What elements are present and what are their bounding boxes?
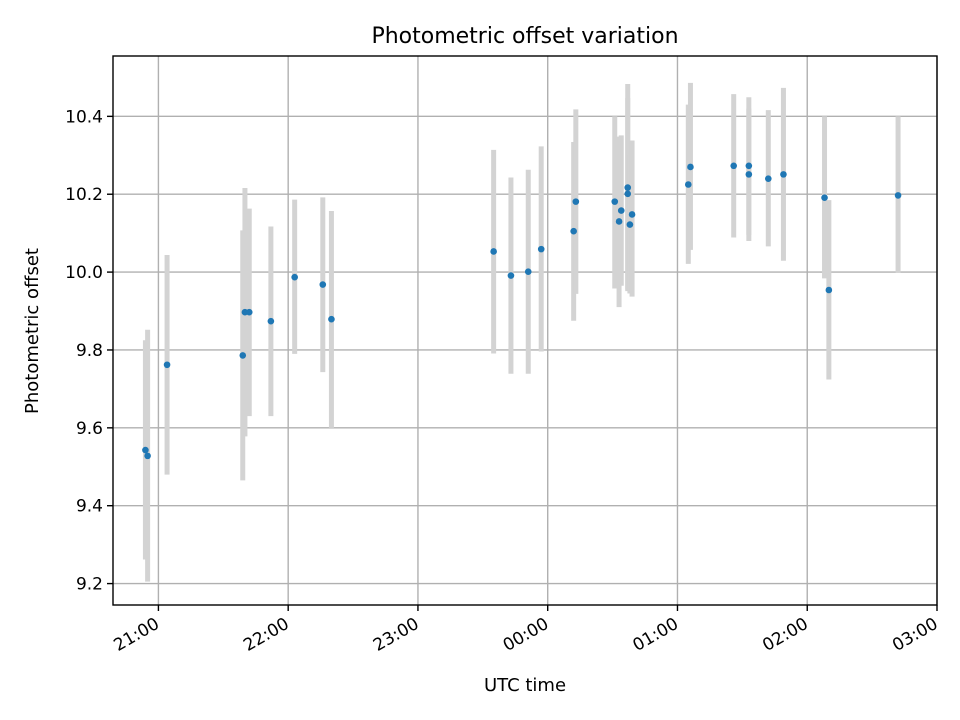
data-point xyxy=(626,221,634,228)
data-points xyxy=(142,162,902,460)
plot-frame xyxy=(112,55,938,606)
data-point xyxy=(821,194,828,202)
data-point xyxy=(319,281,327,288)
y-tick-label: 9.2 xyxy=(76,575,103,595)
data-point xyxy=(628,211,636,218)
data-point xyxy=(328,315,335,323)
data-point xyxy=(624,184,632,191)
x-tick-label: 00:00 xyxy=(500,614,552,656)
x-tick-label: 22:00 xyxy=(240,614,292,656)
x-tick-label: 23:00 xyxy=(370,614,422,656)
data-point xyxy=(267,317,275,325)
data-point xyxy=(624,190,632,198)
grid-lines xyxy=(113,56,938,605)
data-point xyxy=(730,162,738,170)
y-tick-label: 9.6 xyxy=(76,419,103,439)
y-tick-label: 10.4 xyxy=(65,107,103,127)
y-tick-label: 10.2 xyxy=(65,185,103,205)
data-point xyxy=(570,227,577,235)
data-point xyxy=(617,207,625,214)
data-point xyxy=(825,286,833,294)
data-point xyxy=(894,192,902,199)
data-point xyxy=(611,198,619,205)
x-tick-label: 03:00 xyxy=(889,614,941,656)
data-point xyxy=(745,162,753,170)
data-point xyxy=(524,268,532,276)
data-point xyxy=(780,171,787,178)
y-axis-ticks: 9.2 9.4 9.6 9.8 10.0 10.2 10.4 xyxy=(65,107,113,595)
data-point xyxy=(507,272,515,279)
data-point xyxy=(142,446,149,454)
data-point xyxy=(163,361,171,369)
x-tick-label: 02:00 xyxy=(759,614,811,656)
data-point xyxy=(615,218,623,225)
x-tick-label: 21:00 xyxy=(110,614,162,656)
data-point xyxy=(490,248,497,255)
data-point xyxy=(687,163,694,171)
y-axis-label: Photometric offset xyxy=(22,248,43,414)
y-tick-label: 10.0 xyxy=(65,263,103,283)
data-point xyxy=(239,352,247,359)
data-point xyxy=(765,175,772,182)
x-axis-label: UTC time xyxy=(484,675,566,696)
chart-title: Photometric offset variation xyxy=(371,24,678,49)
data-point xyxy=(684,181,692,188)
x-tick-label: 01:00 xyxy=(630,614,682,656)
data-point xyxy=(245,308,253,316)
y-tick-label: 9.8 xyxy=(76,341,103,361)
data-point xyxy=(537,245,545,253)
x-axis-ticks: 21:00 22:00 23:00 00:00 01:00 02:00 03:00 xyxy=(110,605,942,656)
data-point xyxy=(572,198,580,205)
error-bars xyxy=(142,82,901,582)
data-point xyxy=(745,171,753,178)
y-tick-label: 9.4 xyxy=(76,497,103,517)
data-point xyxy=(291,273,298,281)
data-point xyxy=(144,452,151,460)
